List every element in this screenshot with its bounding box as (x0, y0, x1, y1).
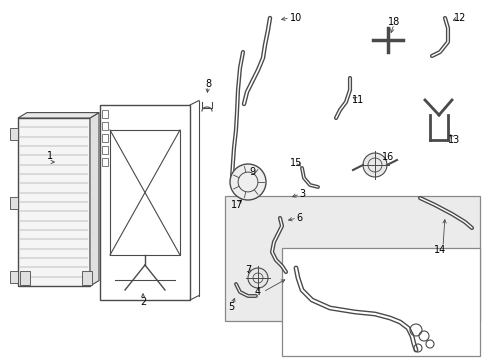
Text: 14: 14 (434, 245, 446, 255)
Text: 9: 9 (249, 167, 255, 177)
Bar (102, 158, 108, 166)
Bar (20, 271, 30, 285)
Text: 13: 13 (448, 135, 460, 145)
Text: 2: 2 (140, 297, 146, 307)
Text: 16: 16 (382, 152, 394, 162)
Bar (102, 146, 108, 154)
Bar (282, 248, 480, 356)
Text: 8: 8 (205, 79, 211, 89)
Circle shape (230, 164, 266, 200)
Polygon shape (18, 113, 99, 118)
Bar (82, 271, 92, 285)
Bar (102, 122, 108, 130)
Bar (110, 130, 180, 255)
Text: 1: 1 (47, 151, 53, 161)
Text: 5: 5 (228, 302, 234, 312)
Text: 18: 18 (388, 17, 400, 27)
Text: 11: 11 (352, 95, 364, 105)
Bar (18, 118, 90, 286)
Text: 7: 7 (245, 265, 251, 275)
Circle shape (363, 153, 387, 177)
Text: 6: 6 (296, 213, 302, 223)
Bar (10, 128, 18, 140)
Bar (100, 105, 190, 300)
Text: 12: 12 (454, 13, 466, 23)
Text: 4: 4 (255, 287, 261, 297)
Bar (102, 110, 108, 118)
Text: 15: 15 (290, 158, 302, 168)
Polygon shape (90, 113, 99, 286)
Circle shape (248, 268, 268, 288)
Bar (102, 134, 108, 142)
Bar (10, 271, 18, 283)
Text: 3: 3 (299, 189, 305, 199)
Text: 17: 17 (231, 200, 243, 210)
Text: 10: 10 (290, 13, 302, 23)
Bar (225, 196, 480, 321)
Bar (10, 197, 18, 209)
